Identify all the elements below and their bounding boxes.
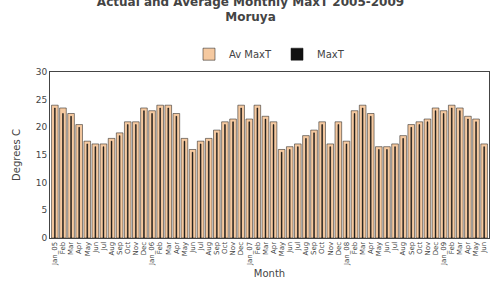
svg-text:30: 30 [36,67,48,77]
svg-text:May: May [84,242,92,256]
svg-text:Jun: Jun [189,242,197,254]
svg-text:May: May [375,242,383,256]
svg-text:Degrees C: Degrees C [11,129,22,181]
svg-text:Oct: Oct [318,242,326,254]
svg-text:Nov: Nov [424,242,432,256]
svg-text:10: 10 [36,178,48,188]
svg-text:Aug: Aug [399,242,407,256]
svg-text:Oct: Oct [221,242,229,254]
svg-text:May: May [181,242,189,256]
svg-text:Jul: Jul [294,242,302,252]
svg-text:Mar: Mar [359,242,367,255]
svg-text:Mar: Mar [67,242,75,255]
svg-text:Sep: Sep [310,241,318,255]
svg-text:Sep: Sep [408,241,416,255]
svg-text:Jul: Jul [100,242,108,252]
svg-text:20: 20 [36,122,48,132]
svg-text:Apr: Apr [367,242,375,254]
svg-text:Mar: Mar [456,242,464,255]
svg-text:Jul: Jul [197,242,205,252]
svg-text:25: 25 [36,95,47,105]
svg-text:5: 5 [41,205,47,215]
svg-text:Mar: Mar [262,242,270,255]
svg-text:Apr: Apr [173,242,181,254]
svg-text:May: May [472,242,480,256]
svg-text:Feb: Feb [254,241,262,254]
svg-text:Oct: Oct [124,242,132,254]
svg-text:Av MaxT: Av MaxT [229,49,272,60]
svg-text:Jan_09: Jan_09 [440,242,448,266]
svg-text:Feb: Feb [59,241,67,254]
svg-text:Apr: Apr [464,242,472,254]
svg-text:Sep: Sep [213,241,221,255]
svg-text:Feb: Feb [351,241,359,254]
svg-text:Mar: Mar [165,242,173,255]
svg-text:Jun: Jun [286,242,294,254]
svg-text:Dec: Dec [140,242,148,256]
svg-text:Jan_07: Jan_07 [246,242,254,266]
svg-text:Dec: Dec [432,242,440,256]
svg-text:15: 15 [36,150,47,160]
svg-text:Jun: Jun [480,242,488,254]
svg-text:Dec: Dec [237,242,245,256]
svg-text:MaxT: MaxT [317,49,345,60]
svg-text:Jun: Jun [92,242,100,254]
svg-text:Jul: Jul [391,242,399,252]
svg-text:Jan_08: Jan_08 [343,242,351,266]
svg-text:Feb: Feb [156,241,164,254]
svg-text:Jan_05: Jan_05 [51,242,59,266]
svg-text:Apr: Apr [270,242,278,254]
svg-text:May: May [278,242,286,256]
svg-text:Aug: Aug [108,242,116,256]
svg-text:0: 0 [41,233,47,243]
svg-text:Apr: Apr [75,242,83,254]
svg-text:Sep: Sep [116,241,124,255]
svg-text:Aug: Aug [302,242,310,256]
svg-text:Nov: Nov [229,242,237,256]
svg-text:Jan_06: Jan_06 [148,241,156,266]
svg-text:Nov: Nov [132,242,140,256]
svg-text:Dec: Dec [335,242,343,256]
svg-text:Actual and Average Monthly Max: Actual and Average Monthly MaxT 2005-200… [97,0,404,24]
svg-text:Nov: Nov [327,242,335,256]
svg-text:Feb: Feb [448,241,456,254]
svg-text:Oct: Oct [416,242,424,254]
svg-text:Month: Month [254,268,285,279]
svg-text:Jun: Jun [383,242,391,254]
svg-text:Aug: Aug [205,242,213,256]
